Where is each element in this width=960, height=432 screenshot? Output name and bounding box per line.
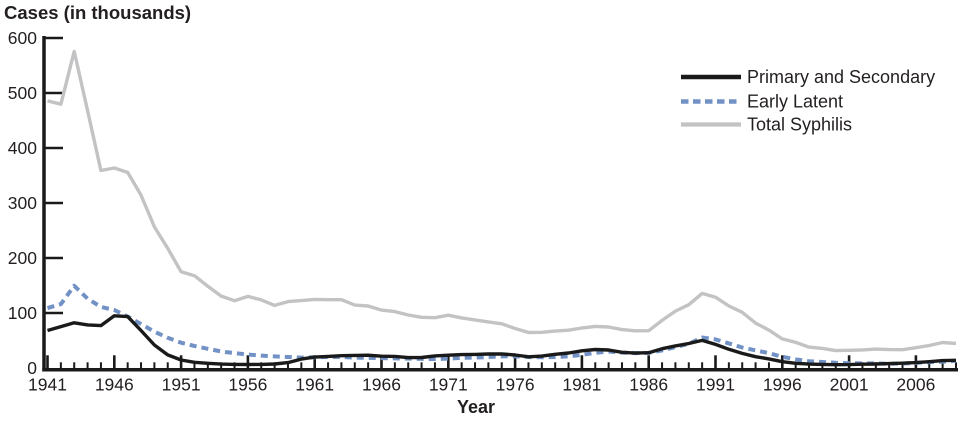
- legend: Primary and Secondary Early Latent Total…: [681, 67, 935, 135]
- y-tick-label: 500: [8, 83, 37, 103]
- x-tick-label: 1981: [562, 375, 601, 395]
- chart-title: Cases (in thousands): [4, 2, 191, 23]
- legend-label-total-syphilis: Total Syphilis: [747, 115, 852, 135]
- x-tick-label: 1971: [429, 375, 468, 395]
- legend-label-primary-and-secondary: Primary and Secondary: [747, 67, 935, 87]
- series-line-early-latent: [46, 283, 957, 366]
- x-axis-title: Year: [457, 397, 495, 417]
- x-tick-label: 1966: [362, 375, 401, 395]
- y-axis-tick-labels: 0 100 200 300 400 500 600: [8, 28, 37, 378]
- y-tick-label: 0: [27, 358, 37, 378]
- y-tick-label: 200: [8, 248, 37, 268]
- y-axis-ticks: [44, 36, 63, 315]
- y-tick-label: 600: [8, 28, 37, 48]
- data-series-lines: [46, 49, 957, 367]
- x-tick-label: 2006: [896, 375, 935, 395]
- x-tick-label: 2001: [830, 375, 869, 395]
- y-tick-label: 300: [8, 193, 37, 213]
- x-tick-label: 1986: [629, 375, 668, 395]
- x-tick-label: 1951: [162, 375, 201, 395]
- x-tick-label: 1996: [763, 375, 802, 395]
- y-tick-label: 100: [8, 303, 37, 323]
- series-line-total-syphilis: [47, 49, 957, 353]
- x-tick-label: 1941: [28, 375, 67, 395]
- series-line-primary-and-secondary: [47, 314, 957, 367]
- x-tick-label: 1956: [228, 375, 267, 395]
- x-tick-label: 1961: [295, 375, 334, 395]
- x-tick-label: 1976: [496, 375, 535, 395]
- x-tick-label: 1991: [696, 375, 735, 395]
- legend-label-early-latent: Early Latent: [747, 92, 843, 112]
- x-tick-label: 1946: [95, 375, 134, 395]
- y-tick-label: 400: [8, 138, 37, 158]
- x-axis-tick-labels: 1941 1946 1951 1956 1961 1966 1971 1976 1981 1986…: [28, 375, 935, 395]
